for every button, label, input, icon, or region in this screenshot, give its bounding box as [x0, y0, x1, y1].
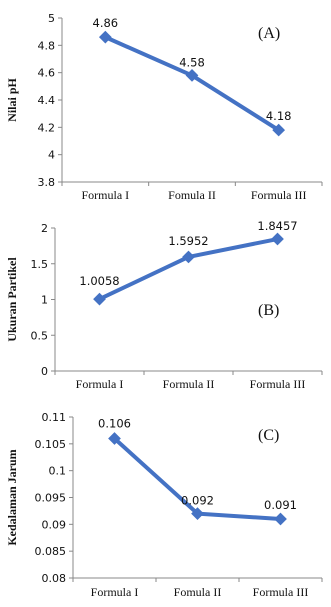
panel-1-y-axis-title: Nilai pH — [5, 78, 19, 122]
panel-3-y-tick-label: 0.09 — [42, 518, 67, 531]
panel-3-data-label: 0.106 — [98, 416, 131, 430]
panel-2-y-tick-label: 0 — [41, 365, 48, 378]
panel-1-y-tick-label: 3.8 — [38, 176, 56, 189]
panel-3-y-tick-label: 0.11 — [42, 411, 67, 424]
panel-2-data-label: 1.5952 — [168, 234, 208, 248]
panel-1-y-tick-label: 4.4 — [38, 94, 56, 107]
panel-1-series-line — [103, 35, 281, 133]
panel-3-data-point — [274, 512, 287, 526]
panel-3-category-label: Fomula II — [174, 585, 222, 599]
panel-1-category-label: Formula I — [81, 188, 129, 202]
panel-3-category-label: Formula I — [91, 585, 139, 599]
panel-2-y-tick-label: 1 — [41, 294, 48, 307]
panel-2-panel-label: (B) — [258, 302, 279, 319]
panel-3-y-tick-label: 0.095 — [35, 492, 67, 505]
panel-3-category-label: Formula III — [253, 585, 309, 599]
panel-1-y-tick-label: 4.6 — [38, 67, 56, 80]
panel-2-data-point — [93, 292, 106, 306]
panel-2-y-tick-label: 0.5 — [31, 329, 49, 342]
panel-1-category-label: Fomula II — [168, 188, 216, 202]
panel-1-data-label: 4.58 — [179, 55, 205, 69]
panel-2-category-label: Formula I — [76, 377, 124, 391]
panel-3-panel-label: (C) — [258, 427, 279, 444]
panel-1-y-tick-label: 5 — [48, 12, 55, 25]
panel-1-data-point — [98, 30, 112, 44]
panel-3-data-label: 0.092 — [181, 494, 214, 508]
panel-2-y-axis-title: Ukuran Partikel — [5, 257, 19, 342]
panel-3-y-tick-label: 0.1 — [49, 465, 67, 478]
panel-1-data-point — [272, 123, 286, 137]
panel-3-y-tick-label: 0.08 — [42, 572, 67, 585]
panel-2-data-label: 1.0058 — [79, 274, 119, 288]
panel-1-y-tick-label: 4.2 — [38, 121, 56, 134]
panel-1-category-label: Formula III — [251, 188, 307, 202]
panel-1-data-label: 4.86 — [93, 16, 119, 30]
panel-1-data-label: 4.18 — [266, 109, 292, 123]
panel-1-y-tick-label: 4.8 — [38, 39, 56, 52]
panel-1-data-point — [185, 69, 199, 82]
panel-2-category-label: Formula II — [163, 377, 215, 391]
panel-3-y-tick-label: 0.085 — [35, 545, 67, 558]
panel-2-data-label: 1.8457 — [257, 219, 297, 233]
panel-3-data-label: 0.091 — [264, 498, 297, 512]
panel-3-y-axis-title: Kedalaman Jarum — [5, 449, 19, 545]
panel-1-panel-label: (A) — [258, 25, 280, 42]
panel-2-category-label: Formula III — [250, 377, 306, 391]
panel-1-y-tick-label: 4 — [48, 149, 55, 162]
panel-2-y-tick-label: 1.5 — [31, 258, 49, 271]
panel-2-series-line — [97, 237, 280, 302]
panel-2-data-point — [182, 250, 195, 264]
panel-2-data-point — [271, 232, 284, 246]
panel-2-y-tick-label: 2 — [41, 222, 48, 235]
panel-3-data-point — [108, 432, 121, 445]
panel-3-y-tick-label: 0.105 — [35, 438, 67, 451]
